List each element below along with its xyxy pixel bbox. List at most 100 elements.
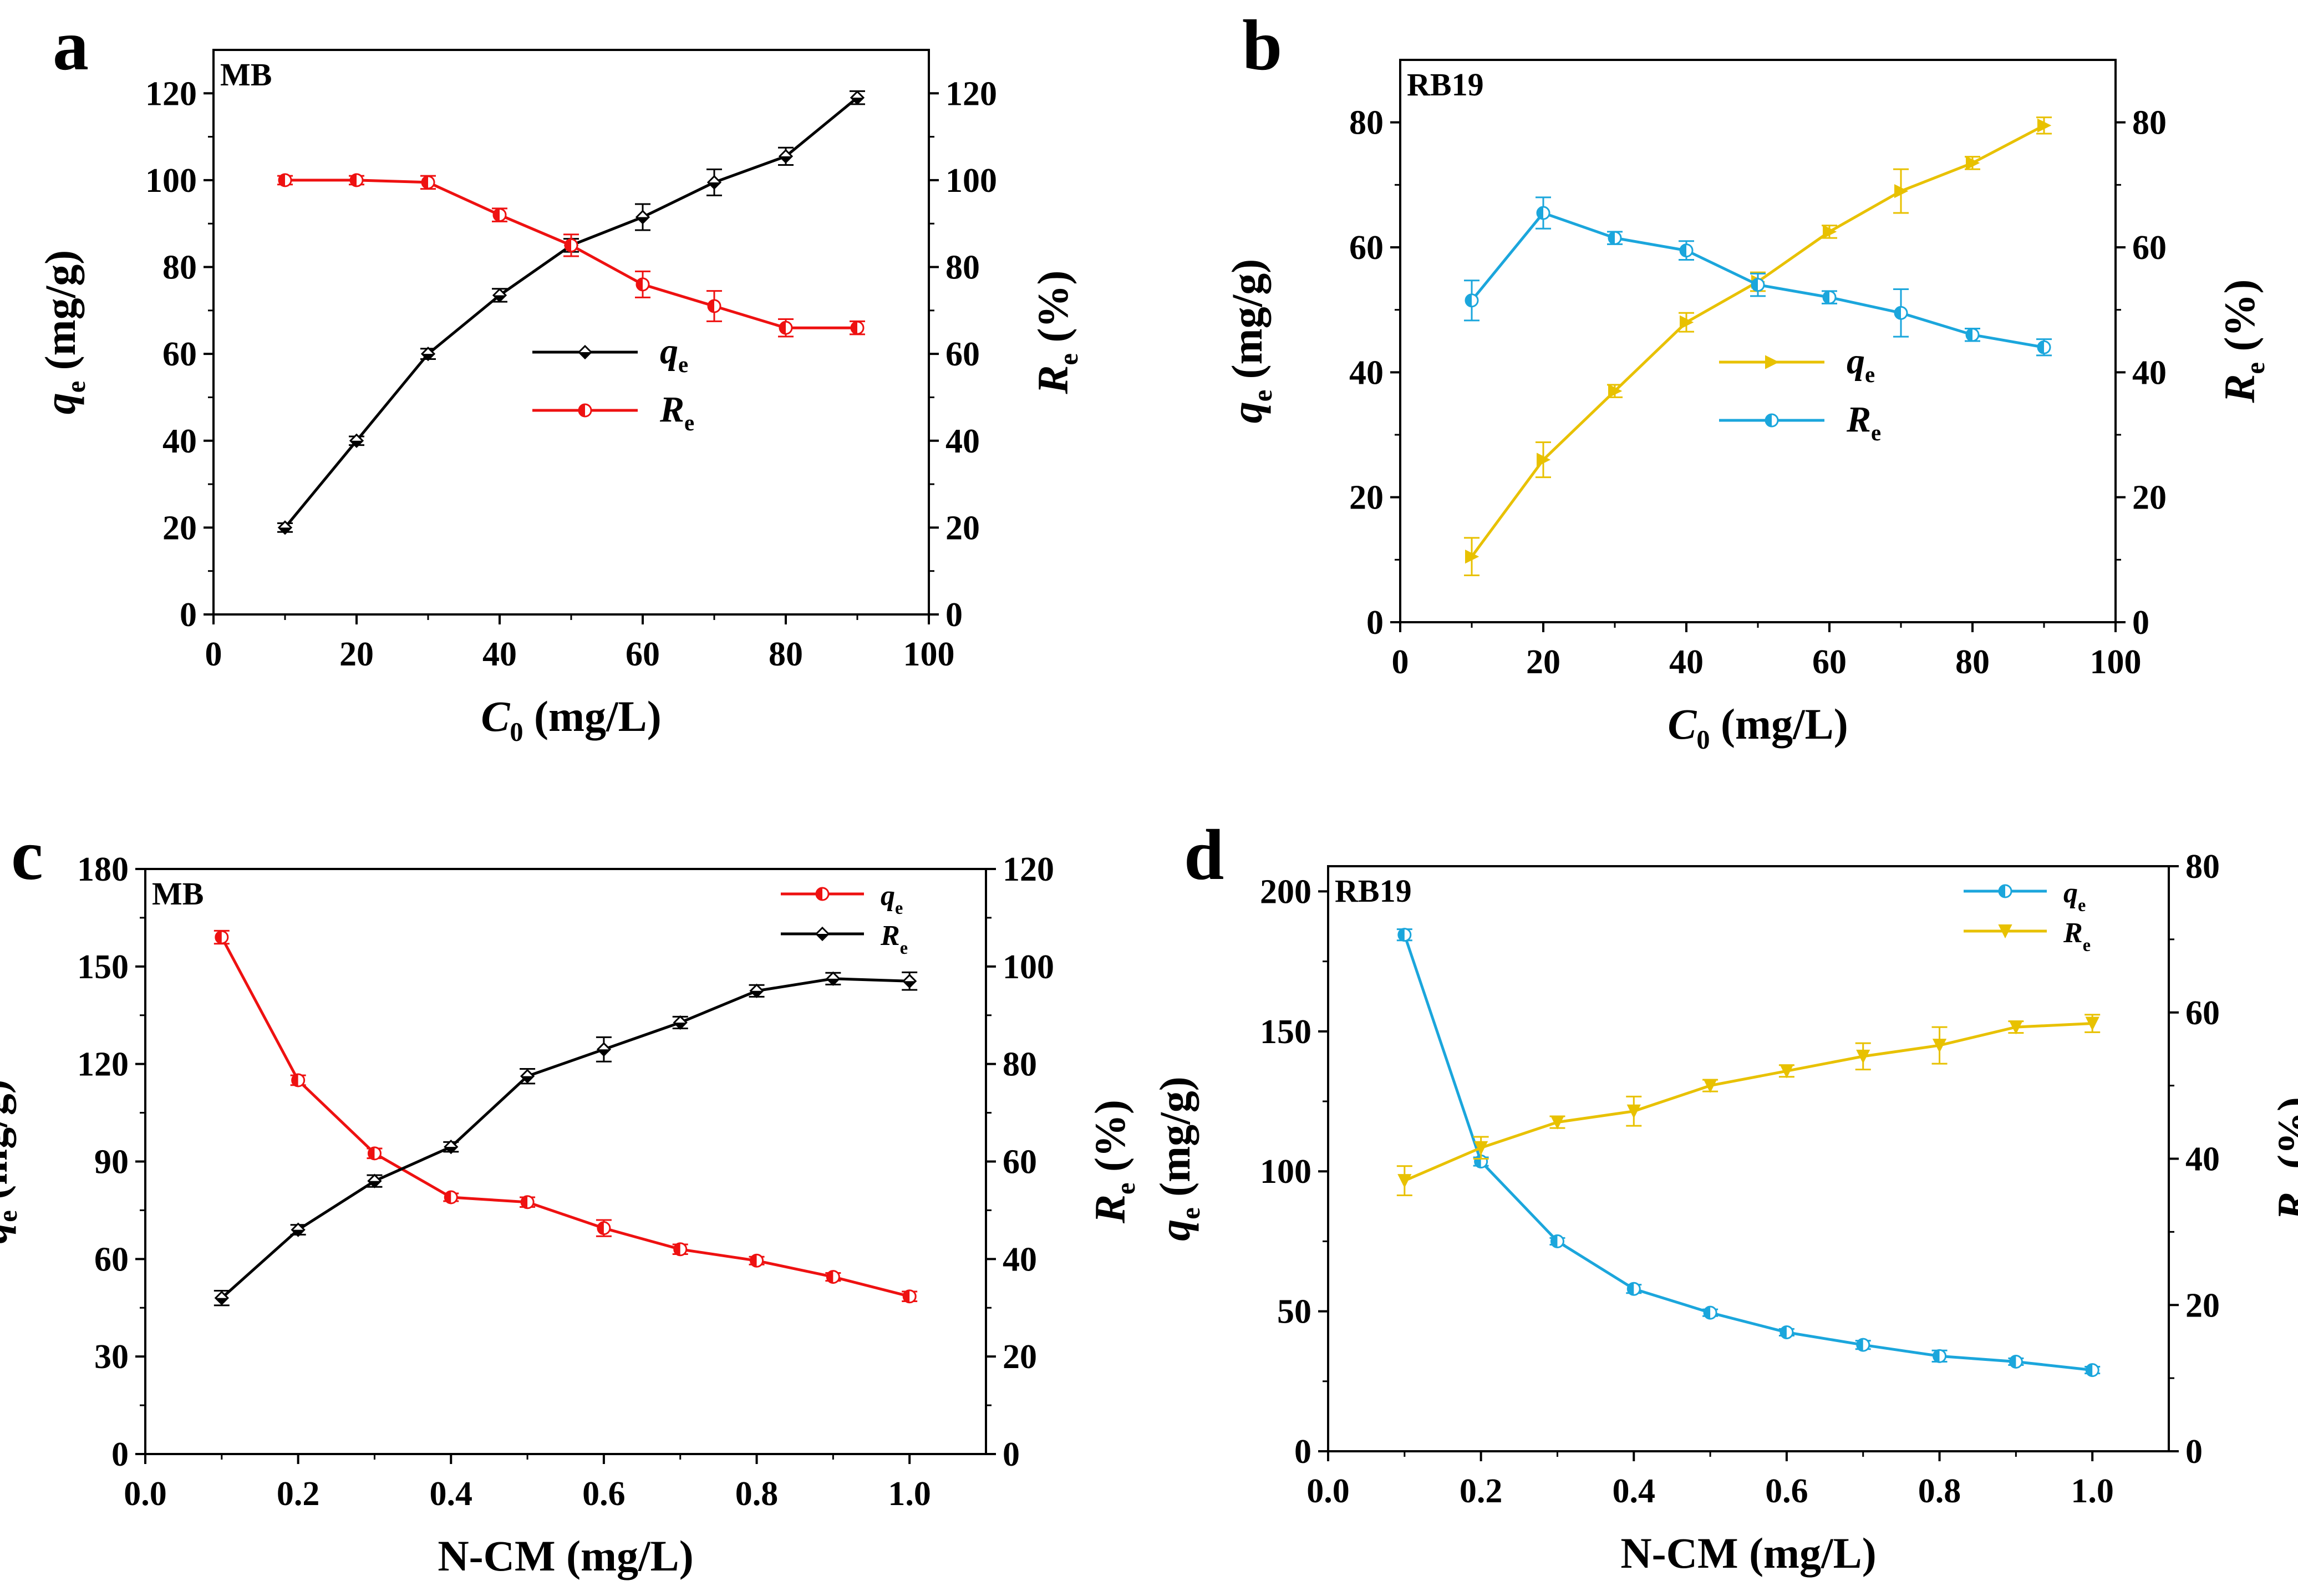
y-right-axis-title: Re (%) (2269, 1097, 2298, 1221)
data-point (1966, 156, 1980, 170)
data-point (1550, 1115, 1565, 1130)
y-right-var: R (1086, 1195, 1134, 1224)
series-qe (1464, 116, 2052, 576)
panel-tag: MB (152, 876, 204, 912)
x-tick-label: 40 (482, 636, 517, 673)
y-left-tick-label: 40 (162, 423, 197, 460)
y-left-tick-label: 120 (145, 75, 197, 113)
legend: qe Re (1719, 341, 1881, 445)
y-left-tick-label: 40 (1349, 354, 1384, 392)
legend-label: qe (660, 331, 688, 377)
y-right-tick-label: 0 (1003, 1436, 1020, 1473)
legend-label: Re (880, 920, 908, 958)
series-qe (213, 929, 918, 1304)
data-point (1608, 231, 1622, 245)
y-left-tick-label: 60 (94, 1241, 129, 1278)
y-right-var: R (2215, 374, 2264, 403)
data-point (349, 173, 364, 187)
y-left-tick-label: 120 (77, 1046, 129, 1084)
data-point (1965, 328, 1980, 342)
y-left-tick-label: 30 (94, 1338, 129, 1376)
y-left-unit: (mg/g) (1223, 259, 1271, 390)
y-right-tick-label: 80 (945, 249, 980, 287)
data-point (1780, 1325, 1794, 1339)
legend-var: R (880, 920, 900, 952)
data-point (635, 210, 650, 225)
x-tick-label: 0 (1392, 643, 1409, 681)
legend-var: R (659, 389, 684, 430)
x-tick-label: 100 (2090, 643, 2142, 681)
data-point (444, 1140, 459, 1155)
data-point (673, 1015, 688, 1030)
data-point (291, 1073, 306, 1087)
y-left-tick-label: 50 (1277, 1293, 1311, 1331)
x-axis-unit: (mg/L) (523, 692, 662, 740)
x-tick-label: 0.4 (430, 1475, 473, 1513)
x-tick-label: 0 (205, 636, 222, 673)
legend-entry-Re: Re (1719, 399, 1881, 445)
y-left-axis-title: qe (mg/g) (36, 250, 91, 415)
data-point (850, 90, 865, 105)
data-point (1626, 1282, 1641, 1296)
y-left-sub: e (1248, 390, 1278, 401)
data-point (1465, 293, 1479, 308)
y-right-unit: (%) (2269, 1097, 2298, 1180)
series-line-Re (221, 977, 910, 1299)
data-point (1397, 928, 1412, 942)
y-left-sub: e (1176, 1207, 1206, 1219)
y-left-sub: e (0, 1210, 23, 1222)
x-axis-unit: N-CM (mg/L) (1620, 1529, 1876, 1577)
x-tick-label: 0.2 (277, 1475, 320, 1513)
y-right-tick-label: 40 (945, 423, 980, 460)
x-tick-label: 60 (626, 636, 660, 673)
x-tick-label: 0.8 (735, 1475, 779, 1513)
legend-marker (578, 403, 592, 418)
data-point (367, 1173, 382, 1188)
legend-label: Re (2063, 917, 2091, 955)
y-right-tick-label: 0 (2185, 1433, 2203, 1471)
y-left-sub: e (62, 381, 91, 393)
legend-label: qe (1847, 341, 1875, 387)
y-left-var: q (1223, 401, 1271, 423)
data-point (1751, 278, 1765, 292)
x-axis-title: N-CM (mg/L) (1620, 1529, 1876, 1577)
legend-var: q (660, 331, 678, 372)
series-line-qe (284, 96, 858, 528)
legend-marker (577, 344, 593, 360)
data-point (779, 321, 793, 335)
data-point (2037, 118, 2052, 133)
data-point (635, 277, 650, 292)
y-left-axis-title: qe (mg/g) (1151, 1076, 1206, 1241)
y-right-sub: e (2294, 1180, 2298, 1191)
data-point (778, 149, 794, 164)
data-point (826, 971, 841, 986)
data-point (214, 1290, 229, 1305)
data-point (749, 983, 764, 998)
y-right-unit: (%) (1086, 1100, 1134, 1182)
x-axis-title: N-CM (mg/L) (438, 1532, 693, 1580)
panel-tag: RB19 (1407, 67, 1484, 103)
x-axis-var: C (481, 692, 510, 740)
y-right-tick-label: 20 (1003, 1338, 1037, 1376)
x-axis-unit: N-CM (mg/L) (438, 1532, 693, 1580)
y-right-tick-label: 60 (1003, 1143, 1037, 1181)
legend-marker (815, 926, 830, 942)
data-point (1679, 243, 1694, 258)
y-right-tick-label: 60 (945, 336, 980, 373)
y-right-tick-label: 20 (2132, 479, 2167, 517)
x-tick-label: 60 (1812, 643, 1847, 681)
data-point (1703, 1305, 1717, 1320)
data-point (1856, 1049, 1870, 1064)
data-point (1465, 550, 1480, 564)
x-axis-unit: (mg/L) (1710, 700, 1848, 748)
y-right-unit: (%) (2215, 279, 2264, 362)
x-tick-label: 1.0 (2071, 1472, 2114, 1510)
y-left-tick-label: 20 (162, 509, 197, 547)
series-qe (277, 90, 865, 535)
legend-sub: e (1871, 420, 1881, 445)
data-point (349, 433, 364, 448)
data-point (492, 208, 507, 222)
